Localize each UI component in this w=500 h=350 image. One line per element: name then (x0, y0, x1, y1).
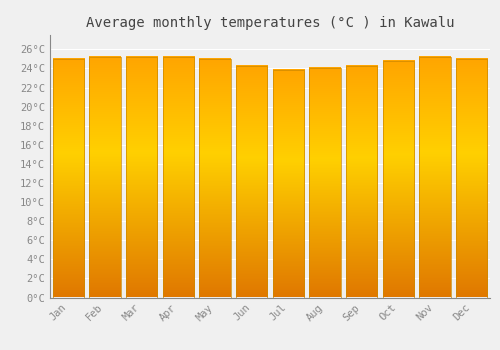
Bar (126, 57, 157, 298)
Title: Average monthly temperatures (°C ) in Kawalu: Average monthly temperatures (°C ) in Ka… (86, 16, 454, 30)
Bar (90, 57, 120, 298)
Bar (236, 65, 267, 298)
Bar (346, 65, 378, 298)
Bar (310, 68, 340, 298)
Bar (420, 57, 450, 298)
Bar (53, 59, 84, 298)
Bar (273, 70, 304, 298)
Bar (456, 59, 487, 298)
Bar (163, 57, 194, 298)
Bar (382, 61, 414, 297)
Bar (200, 59, 230, 298)
